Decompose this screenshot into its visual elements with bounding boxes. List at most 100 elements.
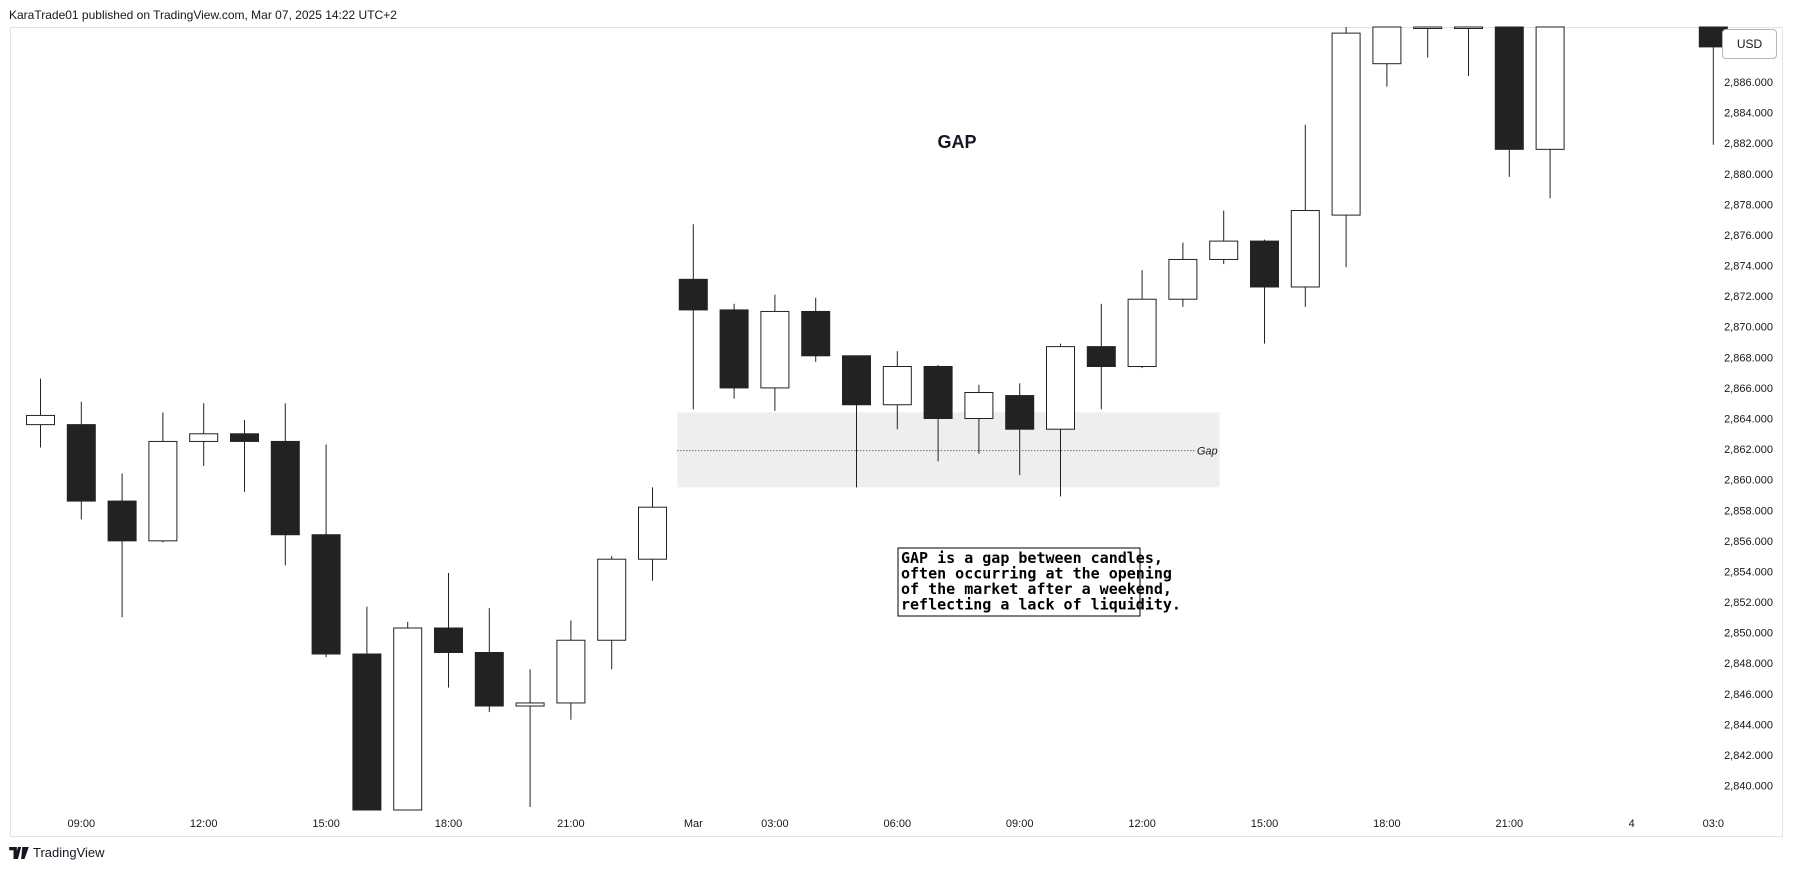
y-tick-label: 2,874.000 (1724, 261, 1773, 273)
x-tick-label: 09:00 (68, 818, 96, 830)
chart-title: GAP (937, 132, 976, 152)
tradingview-brand[interactable]: TradingView (9, 845, 105, 860)
y-tick-label: 2,886.000 (1724, 77, 1773, 89)
y-tick-label: 2,856.000 (1724, 536, 1773, 548)
y-tick-label: 2,848.000 (1724, 658, 1773, 670)
candle-body-bullish (1535, 26, 1565, 150)
y-tick-label: 2,862.000 (1724, 444, 1773, 456)
gap-zone-rect (677, 412, 1220, 488)
candle-body-bearish (1494, 26, 1524, 150)
candle (801, 297, 831, 362)
candle-body-bullish (393, 627, 423, 811)
y-tick-label: 2,876.000 (1724, 230, 1773, 242)
candle-body-bullish (515, 702, 545, 707)
candle (964, 384, 994, 454)
annotation-line: GAP is a gap between candles, (901, 549, 1163, 567)
candle-body-bullish (1046, 346, 1075, 430)
y-tick-label: 2,842.000 (1724, 750, 1773, 762)
candle-body-bearish (678, 278, 708, 311)
candle-body-bullish (1209, 240, 1239, 260)
candle-body-bearish (474, 651, 504, 707)
x-tick-label: 4 (1629, 818, 1635, 830)
y-tick-label: 2,884.000 (1724, 108, 1773, 120)
y-tick-label: 2,866.000 (1724, 383, 1773, 395)
candle-body-bullish (1454, 26, 1483, 29)
candle (393, 621, 423, 811)
candle (515, 669, 545, 807)
candle (1046, 343, 1075, 497)
currency-badge[interactable]: USD (1722, 29, 1777, 59)
candle (352, 606, 382, 811)
x-tick-label: 03:00 (761, 818, 789, 830)
candle-body-bearish (923, 366, 953, 419)
candle-body-bullish (1413, 26, 1443, 29)
candle (107, 473, 137, 618)
y-axis: 2,886.000 2,884.000 2,882.000 2,880.000 2,87… (1724, 77, 1773, 792)
candle-body-bearish (270, 440, 300, 536)
y-tick-label: 2,870.000 (1724, 322, 1773, 334)
candle-body-bullish (597, 558, 627, 641)
y-tick-label: 2,844.000 (1724, 719, 1773, 731)
gap-label: Gap (1197, 446, 1218, 458)
candle-body-bearish (352, 653, 382, 811)
candle (189, 403, 219, 466)
x-tick-label: 06:00 (884, 818, 912, 830)
candle-body-bearish (842, 355, 871, 406)
candle (1086, 303, 1116, 410)
candle (842, 355, 871, 488)
x-tick-label: 18:00 (435, 818, 463, 830)
x-axis: 09:00 12:00 15:00 18:00 21:00 Mar 03:00 06:00 09… (68, 818, 1724, 830)
annotation-note: GAP is a gap between candles,often occur… (897, 547, 1181, 617)
candle-body-bullish (964, 392, 994, 419)
candle (1250, 239, 1279, 344)
candle-body-bearish (1086, 346, 1116, 368)
chart-frame[interactable] (10, 27, 1783, 837)
candle (719, 303, 749, 399)
candle-body-bullish (1372, 26, 1402, 65)
candle-body-bearish (1005, 395, 1035, 430)
candle (1331, 27, 1361, 268)
candle (66, 401, 96, 520)
candle-body-bullish (1290, 210, 1320, 288)
candle (434, 572, 463, 688)
candle-body-bullish (556, 639, 586, 704)
candle (230, 420, 259, 492)
candle (1454, 26, 1483, 76)
candle-body-bullish (26, 414, 55, 426)
candle (148, 412, 178, 543)
x-tick-label: 03:0 (1703, 818, 1724, 830)
annotation-box (897, 547, 1141, 617)
candle (678, 224, 708, 410)
y-tick-label: 2,854.000 (1724, 566, 1773, 578)
gap-zone-layer: Gap (677, 412, 1220, 488)
candles-layer (26, 26, 1728, 811)
candle (760, 294, 790, 411)
candle-body-bullish (1331, 32, 1361, 216)
x-tick-label: 12:00 (1128, 818, 1156, 830)
candle (1413, 26, 1443, 58)
candle (270, 403, 300, 566)
candle-body-bullish (638, 506, 667, 560)
candle (1209, 210, 1239, 265)
candle (597, 556, 627, 670)
candle-body-bearish (107, 500, 137, 542)
y-tick-label: 2,850.000 (1724, 628, 1773, 640)
x-tick-label: 21:00 (1496, 818, 1524, 830)
candle-body-bearish (719, 309, 749, 389)
candle-body-bullish (189, 433, 219, 442)
candle-body-bearish (434, 627, 463, 653)
x-tick-label: Mar (684, 818, 703, 830)
candle (1535, 26, 1565, 199)
y-tick-label: 2,878.000 (1724, 199, 1773, 211)
candle-body-bearish (230, 433, 259, 442)
candle-body-bearish (66, 424, 96, 502)
x-tick-label: 21:00 (557, 818, 585, 830)
candle (1494, 26, 1524, 177)
y-tick-label: 2,852.000 (1724, 597, 1773, 609)
y-tick-label: 2,880.000 (1724, 169, 1773, 181)
y-tick-label: 2,860.000 (1724, 475, 1773, 487)
candle-body-bearish (311, 534, 341, 655)
x-tick-label: 09:00 (1006, 818, 1034, 830)
y-tick-label: 2,840.000 (1724, 781, 1773, 793)
